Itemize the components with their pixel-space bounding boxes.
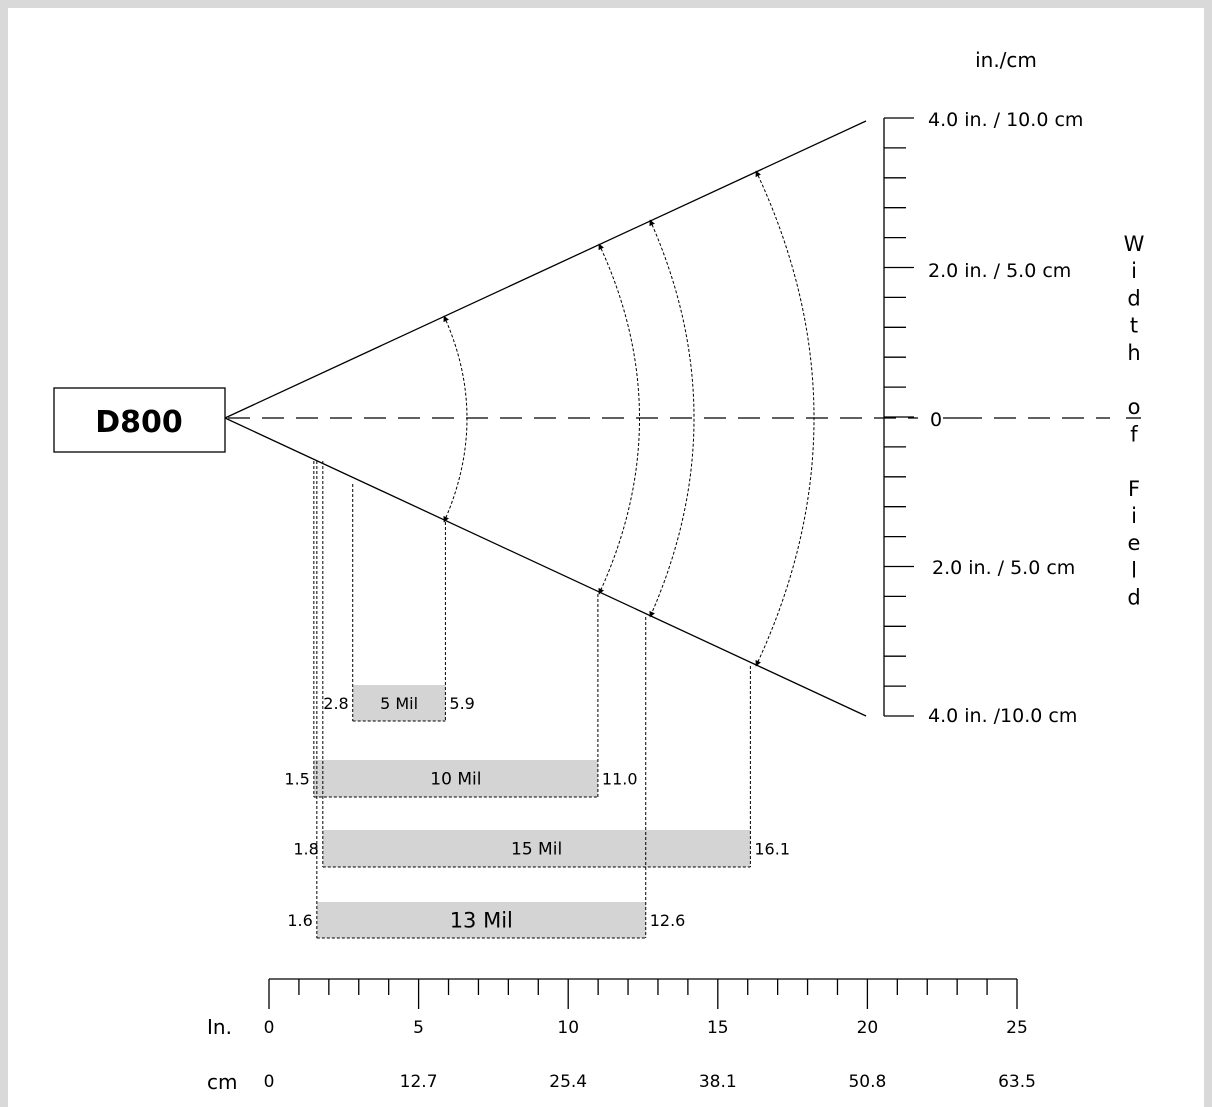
bar-start-label: 2.8 bbox=[323, 694, 348, 713]
bar-fill bbox=[322, 830, 751, 867]
vertical-title-letter: o bbox=[1128, 395, 1141, 419]
bar-fill bbox=[313, 760, 598, 797]
bar-end-label: 5.9 bbox=[449, 694, 474, 713]
cone-lower-edge bbox=[224, 417, 867, 717]
bars-group: 5 Mil 2.8 5.9 10 Mil 1.5 11.0 15 Mil 1.8 16.1 13 … bbox=[284, 461, 790, 939]
cm-tick-label: 38.1 bbox=[699, 1072, 737, 1092]
bar-start-label: 1.8 bbox=[293, 840, 318, 859]
bar-end-label: 11.0 bbox=[602, 770, 638, 789]
units-label: in./cm bbox=[975, 48, 1037, 72]
vertical-title-letter: e bbox=[1128, 531, 1141, 555]
bar-end-label: 12.6 bbox=[650, 911, 686, 930]
bar-label: 10 Mil bbox=[430, 770, 481, 790]
vertical-title-letter: f bbox=[1130, 422, 1138, 446]
bar-start-label: 1.6 bbox=[287, 911, 312, 930]
in-tick-label: 5 bbox=[413, 1018, 424, 1038]
diagram-frame: D800 in./cm 4.0 in. / 10.0 cm 2.0 in. / … bbox=[8, 8, 1204, 1107]
scale-bottom-label: 4.0 in. /10.0 cm bbox=[928, 705, 1077, 727]
vertical-title-letter: i bbox=[1131, 259, 1137, 283]
axis-cm-label: cm bbox=[207, 1070, 237, 1094]
vertical-title-letter: F bbox=[1128, 477, 1140, 501]
scale-top-label: 4.0 in. / 10.0 cm bbox=[928, 109, 1083, 131]
device-label: D800 bbox=[95, 405, 183, 440]
cone-upper-edge bbox=[224, 120, 867, 419]
bar-end-label: 16.1 bbox=[754, 840, 790, 859]
scale-upper-mid-label: 2.0 in. / 5.0 cm bbox=[928, 260, 1071, 282]
vertical-title-letter: t bbox=[1130, 314, 1138, 338]
arc-13-mil bbox=[649, 219, 695, 618]
vertical-title-letter: d bbox=[1127, 586, 1140, 610]
bar-label: 13 Mil bbox=[450, 909, 513, 933]
device-box bbox=[53, 387, 226, 453]
vertical-title-letter: W bbox=[1124, 232, 1145, 256]
bar-label: 15 Mil bbox=[511, 840, 562, 860]
vertical-title-letter: i bbox=[1131, 504, 1137, 528]
scale-lower-mid-label: 2.0 in. / 5.0 cm bbox=[932, 557, 1075, 579]
vertical-title-letter: h bbox=[1127, 341, 1140, 365]
cm-tick-label: 25.4 bbox=[549, 1072, 587, 1092]
right-scale bbox=[883, 117, 914, 717]
vertical-title-letter: l bbox=[1131, 558, 1137, 582]
bar-label: 5 Mil bbox=[380, 694, 418, 713]
in-tick-label: 0 bbox=[264, 1018, 275, 1038]
bar-start-label: 1.5 bbox=[284, 770, 309, 789]
decode-zone-diagram: D800 in./cm 4.0 in. / 10.0 cm 2.0 in. / … bbox=[53, 48, 1145, 1094]
cm-tick-label: 12.7 bbox=[400, 1072, 438, 1092]
arc-10-mil bbox=[598, 243, 640, 595]
in-tick-label: 15 bbox=[707, 1018, 729, 1038]
bottom-axis: 0 5 10 15 20 25 0 12.7 25.4 38.1 50.8 63.5 bbox=[264, 978, 1036, 1092]
bar-fill bbox=[352, 685, 446, 721]
in-tick-label: 25 bbox=[1006, 1018, 1028, 1038]
in-tick-label: 20 bbox=[857, 1018, 879, 1038]
in-tick-label: 10 bbox=[557, 1018, 579, 1038]
arc-15-mil bbox=[755, 170, 815, 667]
axis-in-label: In. bbox=[207, 1015, 232, 1039]
scale-center-label: 0 bbox=[930, 409, 942, 431]
cm-tick-label: 50.8 bbox=[848, 1072, 886, 1092]
bar-fill bbox=[316, 902, 646, 938]
arc-5-mil bbox=[443, 315, 468, 523]
cm-tick-label: 63.5 bbox=[998, 1072, 1036, 1092]
cm-tick-label: 0 bbox=[264, 1072, 275, 1092]
vertical-title-letter: d bbox=[1127, 286, 1140, 310]
